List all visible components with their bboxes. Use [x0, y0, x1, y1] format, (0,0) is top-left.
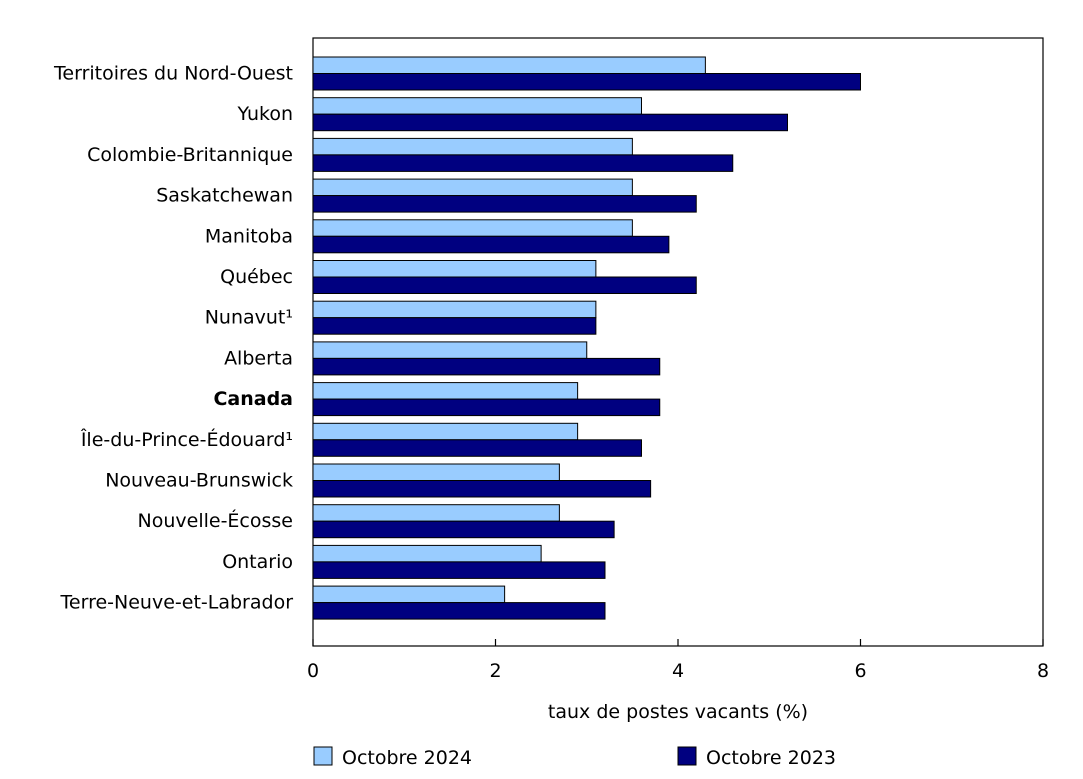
legend: Octobre 2024 Octobre 2023 [313, 746, 836, 769]
category-label: Colombie-Britannique [87, 144, 293, 166]
legend-label: Octobre 2023 [706, 747, 836, 769]
x-axis: 0 2 4 6 8 [307, 639, 1049, 682]
bar-octobre-2023 [312, 113, 788, 132]
bar-octobre-2024 [312, 56, 706, 74]
category-label: Manitoba [205, 225, 293, 247]
x-tick-label: 8 [1037, 660, 1049, 682]
legend-swatch [313, 746, 333, 766]
category-label: Île-du-Prince-Édouard¹ [80, 428, 293, 451]
bars-group [312, 56, 861, 620]
category-label: Territoires du Nord-Ouest [53, 63, 293, 85]
category-labels: Territoires du Nord-Ouest Yukon Colombie-B… [53, 63, 293, 614]
legend-swatch [677, 746, 697, 766]
bar-octobre-2024 [312, 585, 506, 604]
legend-label: Octobre 2024 [342, 747, 472, 769]
bar-octobre-2023 [312, 276, 697, 294]
bar-octobre-2023 [312, 439, 642, 457]
bar-octobre-2024 [312, 504, 560, 522]
bar-octobre-2023 [312, 520, 615, 539]
category-label: Canada [213, 388, 293, 410]
bar-octobre-2023 [312, 195, 697, 213]
bar-octobre-2023 [312, 398, 661, 417]
bar-octobre-2023 [312, 73, 861, 91]
bar-octobre-2023 [312, 561, 606, 579]
category-label: Terre-Neuve-et-Labrador [60, 592, 294, 614]
bar-octobre-2024 [312, 544, 542, 563]
bar-octobre-2023 [312, 480, 652, 498]
category-label: Québec [220, 266, 293, 288]
bar-octobre-2023 [312, 317, 597, 335]
x-tick-label: 2 [489, 660, 501, 682]
category-label: Nunavut¹ [205, 307, 293, 329]
category-label: Nouveau-Brunswick [105, 470, 293, 492]
bar-octobre-2024 [312, 260, 597, 278]
bar-octobre-2024 [312, 341, 588, 359]
bar-octobre-2023 [312, 154, 734, 172]
bar-octobre-2023 [312, 602, 606, 620]
bar-octobre-2024 [312, 300, 597, 319]
bar-octobre-2024 [312, 97, 642, 115]
bar-octobre-2024 [312, 137, 633, 156]
category-label: Yukon [237, 103, 293, 125]
bar-octobre-2023 [312, 235, 670, 254]
bar-octobre-2024 [312, 422, 579, 441]
x-tick-label: 6 [854, 660, 866, 682]
bar-octobre-2023 [312, 357, 661, 376]
x-tick-label: 4 [672, 660, 684, 682]
category-label: Nouvelle-Écosse [138, 509, 293, 532]
bar-octobre-2024 [312, 463, 560, 481]
bar-octobre-2024 [312, 178, 633, 197]
bar-octobre-2024 [312, 382, 579, 400]
x-tick-label: 0 [307, 660, 319, 682]
bar-octobre-2024 [312, 219, 633, 237]
category-label: Ontario [222, 551, 293, 573]
x-axis-title: taux de postes vacants (%) [548, 701, 808, 723]
category-label: Alberta [224, 347, 293, 369]
category-label: Saskatchewan [156, 185, 293, 207]
